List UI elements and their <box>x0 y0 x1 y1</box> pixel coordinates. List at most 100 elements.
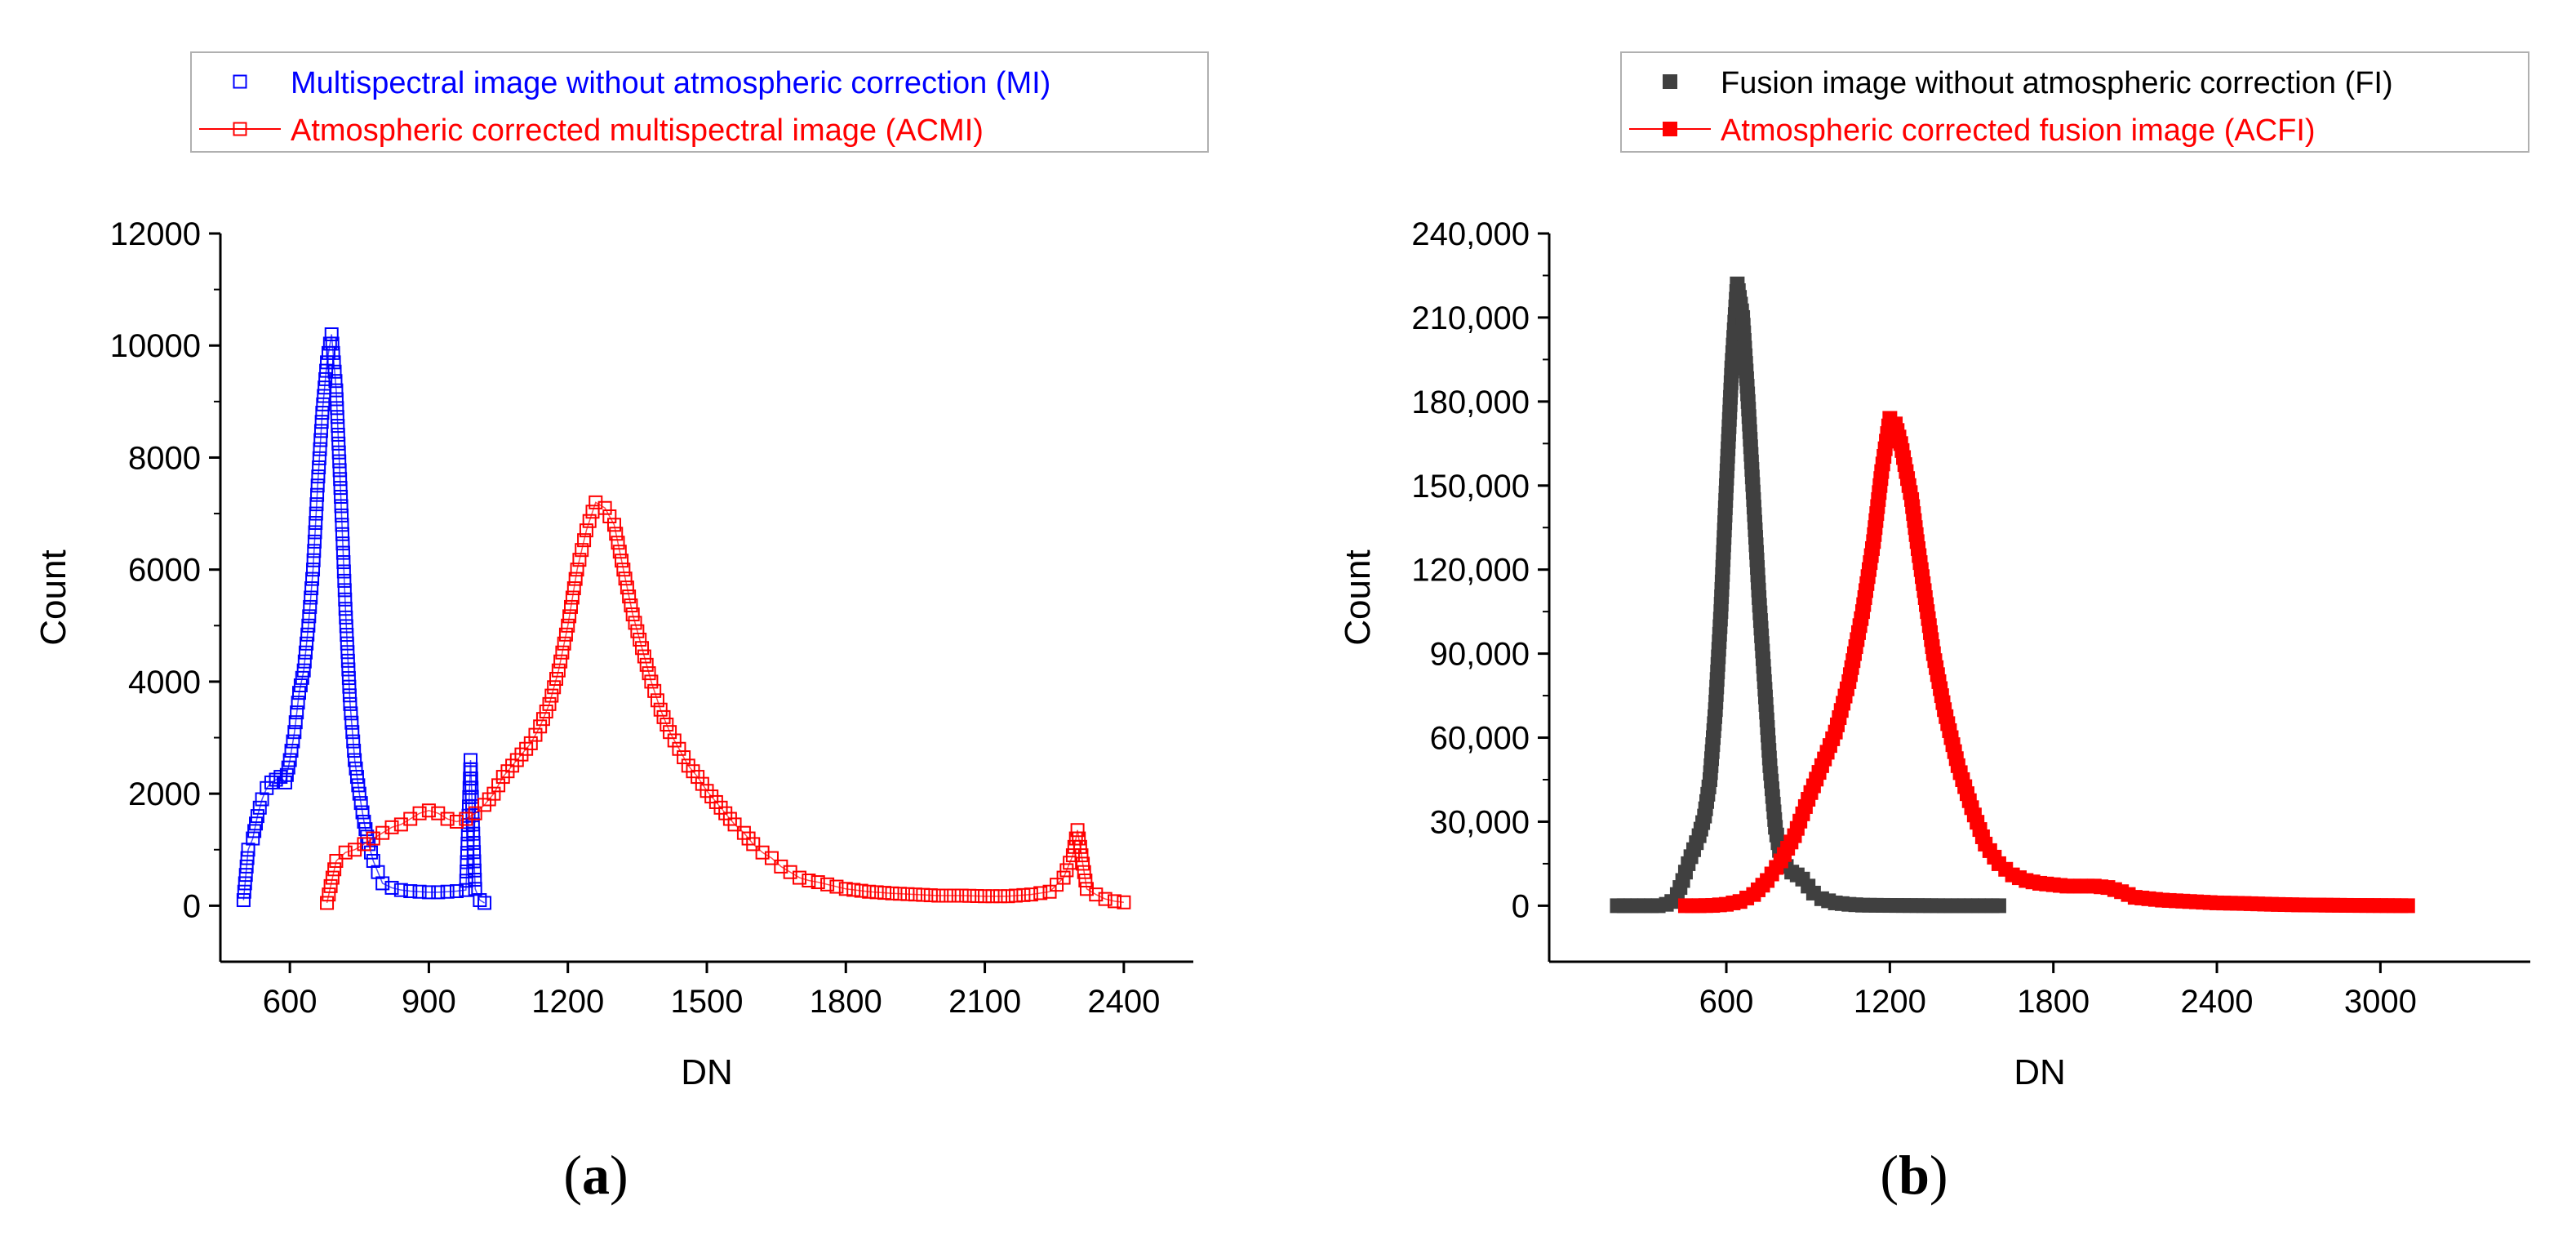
data-point-a-2 <box>620 580 634 595</box>
data-point-a-1 <box>313 442 327 456</box>
data-point-a-2 <box>811 875 825 890</box>
data-point-a-2 <box>322 887 336 902</box>
data-point-a-2 <box>653 702 668 717</box>
chart-panel-b: 600 1200 1800 2400 3000 0 30,000 60,000 90,000 12… <box>1338 51 2530 1092</box>
y-tick-label-a: 0 <box>183 888 201 924</box>
data-point-a-2 <box>947 888 962 903</box>
data-point-a-2 <box>1072 831 1086 846</box>
data-point-a-1 <box>309 497 324 512</box>
data-point-a-2 <box>491 778 506 793</box>
data-point-a-1 <box>349 761 363 776</box>
data-point-a-1 <box>305 571 320 586</box>
data-point-a-2 <box>1070 823 1085 838</box>
data-point-a-1 <box>313 424 328 438</box>
data-point-a-2 <box>954 888 969 903</box>
legend-marker-b-1 <box>1663 74 1677 89</box>
y-tick-label-b: 150,000 <box>1411 469 1530 505</box>
data-point-a-2 <box>885 886 899 900</box>
data-point-a-2 <box>539 705 553 719</box>
data-point-a-2 <box>931 888 946 903</box>
data-point-a-1 <box>332 463 347 478</box>
data-point-a-1 <box>296 663 311 678</box>
data-point-a-1 <box>329 392 344 407</box>
data-point-a-2 <box>1108 894 1122 909</box>
data-point-a-2 <box>628 616 642 630</box>
x-tick-label-b: 1200 <box>1854 984 1926 1020</box>
data-point-a-1 <box>466 826 481 841</box>
data-point-a-1 <box>246 831 260 846</box>
data-point-a-1 <box>306 563 321 577</box>
data-point-a-2 <box>563 599 578 614</box>
data-point-a-1 <box>336 555 351 570</box>
data-point-a-1 <box>300 627 315 642</box>
data-point-a-2 <box>1008 888 1023 903</box>
data-point-a-2 <box>877 886 892 900</box>
x-tick-label-b: 600 <box>1699 984 1754 1020</box>
data-point-a-2 <box>325 870 340 885</box>
data-point-a-1 <box>287 725 302 740</box>
data-point-a-1 <box>363 845 378 860</box>
data-point-a-2 <box>558 627 573 642</box>
data-point-a-1 <box>298 645 313 660</box>
data-point-a-1 <box>357 814 371 829</box>
data-point-a-2 <box>449 814 464 829</box>
data-point-a-1 <box>312 451 326 465</box>
data-point-a-1 <box>326 355 341 370</box>
data-point-a-2 <box>1073 839 1087 854</box>
data-point-a-1 <box>278 775 292 789</box>
data-point-a-1 <box>249 816 264 831</box>
data-point-a-1 <box>341 662 356 677</box>
data-point-a-1 <box>342 679 357 694</box>
data-point-a-2 <box>647 683 662 698</box>
data-point-a-2 <box>672 741 686 756</box>
data-point-a-2 <box>624 598 638 613</box>
caption-b-letter: b <box>1899 1144 1930 1206</box>
legend-marker-a-2 <box>233 122 247 136</box>
data-point-a-1 <box>300 636 314 651</box>
data-point-a-1 <box>460 864 474 878</box>
data-point-a-1 <box>335 518 349 532</box>
data-point-a-1 <box>307 544 322 558</box>
data-point-a-2 <box>1076 856 1090 871</box>
series-line-a-2 <box>326 501 1124 904</box>
data-point-a-1 <box>464 780 479 795</box>
data-point-a-1 <box>464 772 478 786</box>
data-point-a-2 <box>323 878 338 893</box>
data-point-a-2 <box>978 889 993 904</box>
data-point-a-1 <box>334 489 349 504</box>
data-point-a-1 <box>339 619 353 634</box>
data-point-a-2 <box>650 693 664 708</box>
data-point-a-1 <box>343 696 358 711</box>
data-point-a-1 <box>375 876 390 891</box>
data-point-a-1 <box>252 800 267 815</box>
data-point-a-1 <box>335 545 350 560</box>
data-point-a-1 <box>327 364 342 379</box>
data-point-a-1 <box>459 883 473 897</box>
data-point-a-1 <box>335 536 350 551</box>
data-point-a-1 <box>314 415 329 429</box>
x-tick-label-b: 1800 <box>2017 984 2090 1020</box>
data-point-a-2 <box>727 817 742 832</box>
data-point-a-2 <box>1001 889 1015 904</box>
data-point-a-1 <box>297 654 312 669</box>
data-point-a-1 <box>344 715 359 730</box>
data-point-a-1 <box>279 767 294 782</box>
data-point-a-2 <box>327 862 342 877</box>
data-point-a-2 <box>802 874 816 888</box>
data-point-a-1 <box>334 499 349 514</box>
data-point-a-2 <box>838 882 853 896</box>
data-point-a-1 <box>468 882 482 896</box>
data-point-a-1 <box>460 855 474 869</box>
y-tick-label-a: 8000 <box>128 440 201 476</box>
data-point-a-2 <box>384 820 399 834</box>
data-point-a-2 <box>612 545 627 559</box>
data-point-a-2 <box>993 889 1007 904</box>
data-point-a-1 <box>468 873 482 887</box>
caption-b: (b) <box>1880 1144 1948 1206</box>
data-point-a-1 <box>366 853 380 868</box>
data-point-a-1 <box>310 478 325 493</box>
y-tick-label-b: 0 <box>1512 888 1530 924</box>
data-point-a-2 <box>663 725 677 740</box>
data-point-a-1 <box>291 696 305 710</box>
data-point-a-1 <box>255 792 269 807</box>
